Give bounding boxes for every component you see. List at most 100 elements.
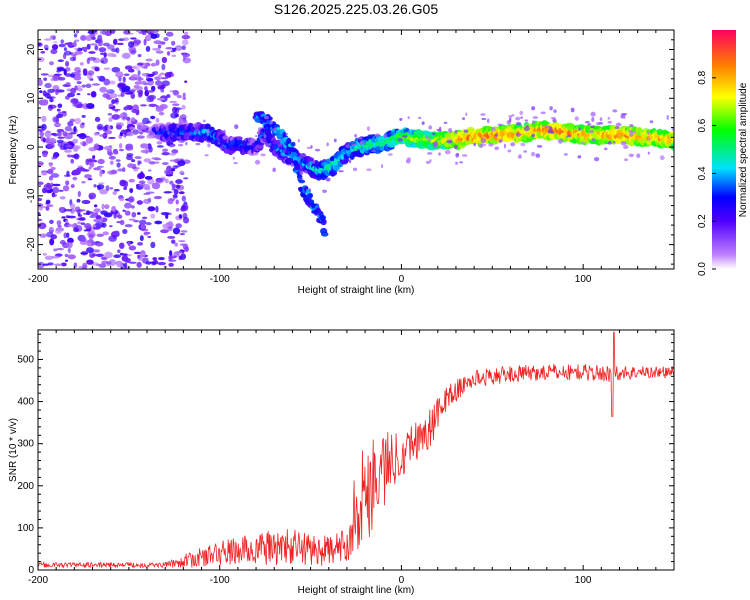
heatmap-cell: [166, 51, 171, 56]
heatmap-cell: [381, 164, 384, 169]
heatmap-cell: [50, 234, 58, 240]
heatmap-cell: [161, 63, 166, 71]
heatmap-cell: [57, 103, 63, 109]
heatmap-cell: [111, 205, 117, 212]
heatmap-cell: [401, 135, 408, 138]
heatmap-cell: [44, 83, 52, 89]
heatmap-cell: [42, 253, 48, 256]
heatmap-cell: [93, 218, 101, 223]
heatmap-cell: [671, 134, 674, 143]
heatmap-cell: [433, 144, 438, 149]
heatmap-cell: [73, 227, 79, 233]
heatmap-cell: [176, 136, 182, 140]
heatmap-cell: [156, 97, 166, 101]
heatmap-cell: [182, 96, 187, 100]
heatmap-cell: [613, 141, 616, 144]
heatmap-cell: [628, 153, 634, 158]
heatmap-cell: [260, 153, 266, 157]
heatmap-cell: [76, 30, 80, 34]
heatmap-cell: [272, 167, 276, 172]
heatmap-cell: [123, 134, 127, 138]
heatmap-cell: [263, 116, 270, 120]
heatmap-cell: [178, 240, 186, 243]
heatmap-cell: [194, 128, 200, 134]
heatmap-cell: [139, 235, 144, 242]
heatmap-cell: [591, 117, 595, 122]
heatmap-cell: [50, 166, 56, 171]
heatmap-cell: [465, 112, 468, 116]
heatmap-cell: [65, 144, 73, 148]
heatmap-cell: [56, 108, 61, 112]
heatmap-cell: [116, 263, 124, 268]
heatmap-cell: [77, 190, 81, 198]
heatmap-cell: [426, 152, 433, 155]
heatmap-cell: [418, 116, 422, 120]
heatmap-cell: [359, 140, 365, 145]
heatmap-cell: [128, 196, 135, 203]
heatmap-cell: [78, 132, 87, 140]
heatmap-cell: [91, 211, 95, 217]
heatmap-cell: [74, 117, 82, 125]
heatmap-cell: [163, 36, 169, 42]
heatmap-cell: [124, 65, 133, 70]
heatmap-cell: [182, 53, 187, 61]
heatmap-cell: [133, 168, 139, 172]
colorbar-label: Normalized spectral amplitude: [738, 82, 749, 217]
heatmap-cell: [459, 161, 463, 164]
heatmap-cell: [535, 153, 541, 158]
heatmap-cell: [129, 126, 136, 130]
heatmap-cell: [574, 116, 579, 121]
heatmap-cell: [74, 39, 80, 42]
heatmap-cell: [312, 160, 316, 165]
heatmap-cell: [138, 180, 146, 185]
heatmap-cell: [148, 161, 156, 165]
heatmap-cell: [50, 49, 58, 55]
heatmap-cell: [72, 138, 79, 144]
heatmap-cell: [647, 151, 650, 155]
heatmap-cell: [88, 233, 94, 241]
heatmap-cell: [503, 143, 507, 149]
heatmap-cell: [117, 214, 123, 219]
heatmap-cell: [162, 148, 169, 153]
heatmap-cell: [38, 161, 44, 167]
heatmap-cell: [309, 199, 315, 204]
heatmap-cell: [86, 158, 96, 163]
heatmap-cell: [131, 109, 138, 114]
heatmap-cell: [97, 185, 101, 191]
heatmap-cell: [64, 132, 73, 140]
heatmap-cell: [525, 125, 529, 128]
y-tick-label: 0: [26, 144, 37, 150]
heatmap-cell: [53, 123, 61, 126]
heatmap-cell: [508, 117, 512, 123]
heatmap-cell: [70, 98, 79, 104]
heatmap-cell: [139, 171, 144, 177]
heatmap-cell: [102, 126, 108, 132]
heatmap-cell: [122, 228, 128, 234]
heatmap-cell: [108, 136, 116, 140]
heatmap-cell: [330, 170, 336, 177]
heatmap-cell: [70, 158, 75, 164]
heatmap-cell: [78, 265, 83, 269]
heatmap-cell: [195, 124, 201, 128]
heatmap-cell: [63, 47, 67, 51]
heatmap-cell: [333, 138, 337, 143]
heatmap-cell: [126, 104, 134, 110]
heatmap-cell: [264, 143, 271, 147]
heatmap-cell: [587, 123, 592, 126]
heatmap-cell: [170, 168, 176, 172]
heatmap-cell: [348, 159, 352, 164]
heatmap-cell: [96, 165, 104, 168]
heatmap-cell: [607, 117, 611, 120]
heatmap-cell: [49, 61, 54, 66]
heatmap-cell: [306, 162, 311, 168]
heatmap-cell: [45, 184, 54, 188]
heatmap-cell: [176, 94, 182, 99]
heatmap-cell: [45, 199, 51, 205]
heatmap-cell: [397, 137, 404, 142]
heatmap-cell: [148, 207, 155, 211]
heatmap-cell: [102, 42, 110, 47]
heatmap-cell: [88, 51, 96, 54]
heatmap-cell: [551, 117, 557, 120]
